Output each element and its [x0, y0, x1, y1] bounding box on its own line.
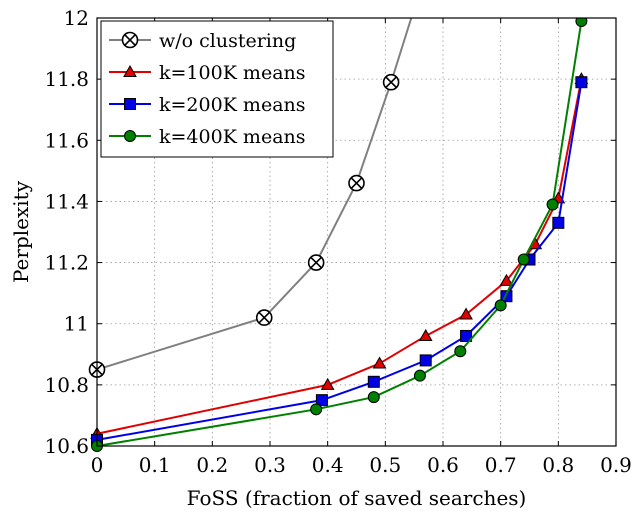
data-point-without-clustering — [255, 309, 273, 326]
data-point-k100k-means — [459, 307, 473, 320]
y-tick-label: 12 — [64, 6, 89, 30]
circle-x-marker-stroke — [385, 76, 397, 89]
x-tick-label: 0.9 — [600, 453, 632, 477]
x-tick-label: 0.4 — [312, 453, 344, 477]
x-tick-label: 0.3 — [254, 453, 286, 477]
x-tick-label: 0.2 — [196, 453, 228, 477]
axis-ticks: 0 0.1 0.2 0.3 0.4 0.5 0.6 0.7 0.8 0.9 10.6 10.8 11 11… — [44, 6, 631, 477]
series-k100k-means — [90, 72, 589, 439]
legend-marker-k400k-means — [124, 130, 136, 142]
y-tick-label: 10.8 — [44, 373, 89, 397]
data-point-k100k-means — [320, 377, 335, 390]
x-axis-label: FoSS (fraction of saved searches) — [187, 486, 527, 510]
legend-label-k100k-means: k=100K means — [159, 62, 306, 84]
legend-item-k400k-means: k=400K means — [109, 126, 306, 148]
data-point-k400k-means — [517, 253, 530, 266]
x-tick-label: 0.8 — [542, 453, 574, 477]
data-point-k400k-means — [454, 345, 467, 358]
y-tick-label: 11.8 — [44, 67, 89, 91]
data-point-k200k-means — [460, 329, 473, 342]
plot-frame — [96, 17, 617, 447]
data-point-k100k-means — [499, 273, 514, 286]
y-tick-label: 11 — [64, 312, 89, 336]
legend-marker-without-clustering — [121, 31, 139, 49]
series-line-without-clustering — [96, 18, 413, 371]
circle-x-marker-stroke — [258, 311, 271, 324]
data-point-k100k-means — [372, 356, 387, 369]
circle-x-marker-stroke — [124, 34, 136, 46]
x-tick-label: 0 — [91, 453, 104, 477]
data-point-without-clustering — [307, 254, 325, 271]
data-point-k400k-means — [546, 198, 559, 211]
data-point-k200k-means — [552, 216, 565, 229]
data-point-k200k-means — [500, 290, 513, 303]
data-point-without-clustering — [382, 73, 400, 91]
data-point-k400k-means — [575, 18, 588, 28]
legend: w/o clustering k=100K means k=200K means k=… — [100, 20, 334, 158]
circle-x-marker-stroke — [310, 256, 322, 269]
y-tick-label: 11.6 — [44, 128, 89, 152]
series-k400k-means — [91, 18, 588, 452]
x-tick-label: 0.1 — [139, 453, 171, 477]
legend-label-without-clustering: w/o clustering — [159, 30, 296, 52]
legend-marker-k200k-means — [124, 98, 136, 110]
series-without-clustering — [88, 18, 413, 378]
legend-item-without-clustering: w/o clustering — [109, 30, 296, 52]
series-k200k-means — [91, 76, 588, 446]
legend-marker-k100k-means — [123, 64, 137, 77]
data-point-k200k-means — [575, 76, 588, 89]
y-tick-label: 11.2 — [44, 251, 89, 275]
data-point-k200k-means — [419, 354, 432, 367]
data-point-k400k-means — [310, 403, 323, 416]
x-tick-label: 0.5 — [369, 453, 401, 477]
legend-label-k400k-means: k=400K means — [159, 126, 306, 148]
series-lines — [88, 18, 589, 452]
data-point-k100k-means — [418, 328, 433, 341]
data-point-k400k-means — [367, 391, 380, 404]
data-point-k400k-means — [413, 369, 426, 382]
x-tick-label: 0.6 — [427, 453, 459, 477]
data-point-without-clustering — [348, 174, 365, 192]
legend-item-k200k-means: k=200K means — [109, 94, 306, 116]
data-point-k400k-means — [494, 299, 507, 312]
legend-label-k200k-means: k=200K means — [159, 94, 306, 116]
y-tick-label: 10.6 — [44, 434, 89, 458]
data-point-k200k-means — [367, 375, 380, 388]
legend-item-k100k-means: k=100K means — [109, 62, 306, 84]
x-tick-label: 0.7 — [485, 453, 517, 477]
y-axis-label: Perplexity — [9, 180, 33, 283]
circle-x-marker-stroke — [350, 177, 363, 189]
legend-box — [100, 20, 334, 158]
y-tick-label: 11.4 — [44, 189, 89, 213]
data-point-k200k-means — [315, 394, 328, 407]
